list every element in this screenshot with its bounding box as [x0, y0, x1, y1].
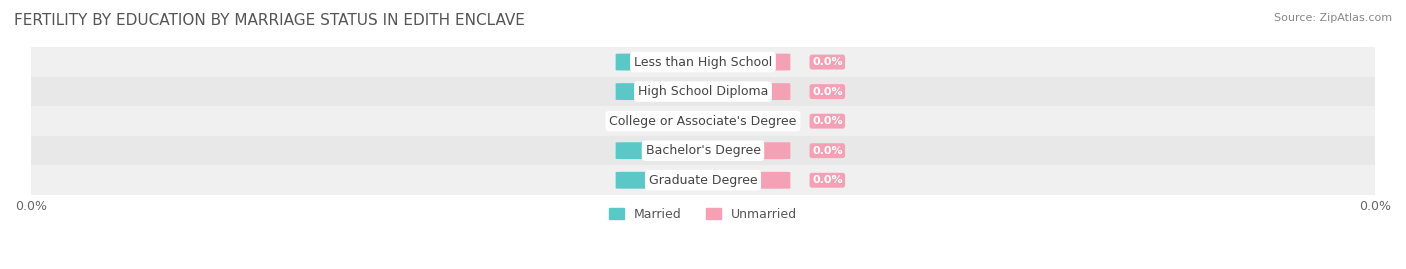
Text: 0.0%: 0.0%	[647, 175, 678, 185]
Text: 0.0%: 0.0%	[647, 87, 678, 97]
Legend: Married, Unmarried: Married, Unmarried	[603, 203, 803, 226]
Text: 0.0%: 0.0%	[647, 57, 678, 67]
Text: Graduate Degree: Graduate Degree	[648, 174, 758, 187]
Text: 0.0%: 0.0%	[813, 57, 842, 67]
Text: 0.0%: 0.0%	[813, 87, 842, 97]
FancyBboxPatch shape	[696, 142, 790, 159]
Bar	[31, 106, 1375, 136]
Text: FERTILITY BY EDUCATION BY MARRIAGE STATUS IN EDITH ENCLAVE: FERTILITY BY EDUCATION BY MARRIAGE STATU…	[14, 13, 524, 29]
Text: College or Associate's Degree: College or Associate's Degree	[609, 115, 797, 128]
FancyBboxPatch shape	[616, 54, 710, 70]
FancyBboxPatch shape	[696, 83, 790, 100]
Text: Source: ZipAtlas.com: Source: ZipAtlas.com	[1274, 13, 1392, 23]
Text: 0.0%: 0.0%	[813, 116, 842, 126]
Text: Bachelor's Degree: Bachelor's Degree	[645, 144, 761, 157]
Text: 0.0%: 0.0%	[813, 146, 842, 156]
FancyBboxPatch shape	[616, 172, 710, 189]
FancyBboxPatch shape	[616, 142, 710, 159]
FancyBboxPatch shape	[616, 113, 710, 130]
FancyBboxPatch shape	[616, 83, 710, 100]
FancyBboxPatch shape	[696, 54, 790, 70]
Text: 0.0%: 0.0%	[647, 146, 678, 156]
Bar	[31, 136, 1375, 165]
Bar	[31, 165, 1375, 195]
Text: High School Diploma: High School Diploma	[638, 85, 768, 98]
Text: 0.0%: 0.0%	[813, 175, 842, 185]
FancyBboxPatch shape	[696, 113, 790, 130]
Bar	[31, 47, 1375, 77]
Text: Less than High School: Less than High School	[634, 56, 772, 69]
FancyBboxPatch shape	[696, 172, 790, 189]
Bar	[31, 77, 1375, 106]
Text: 0.0%: 0.0%	[647, 116, 678, 126]
